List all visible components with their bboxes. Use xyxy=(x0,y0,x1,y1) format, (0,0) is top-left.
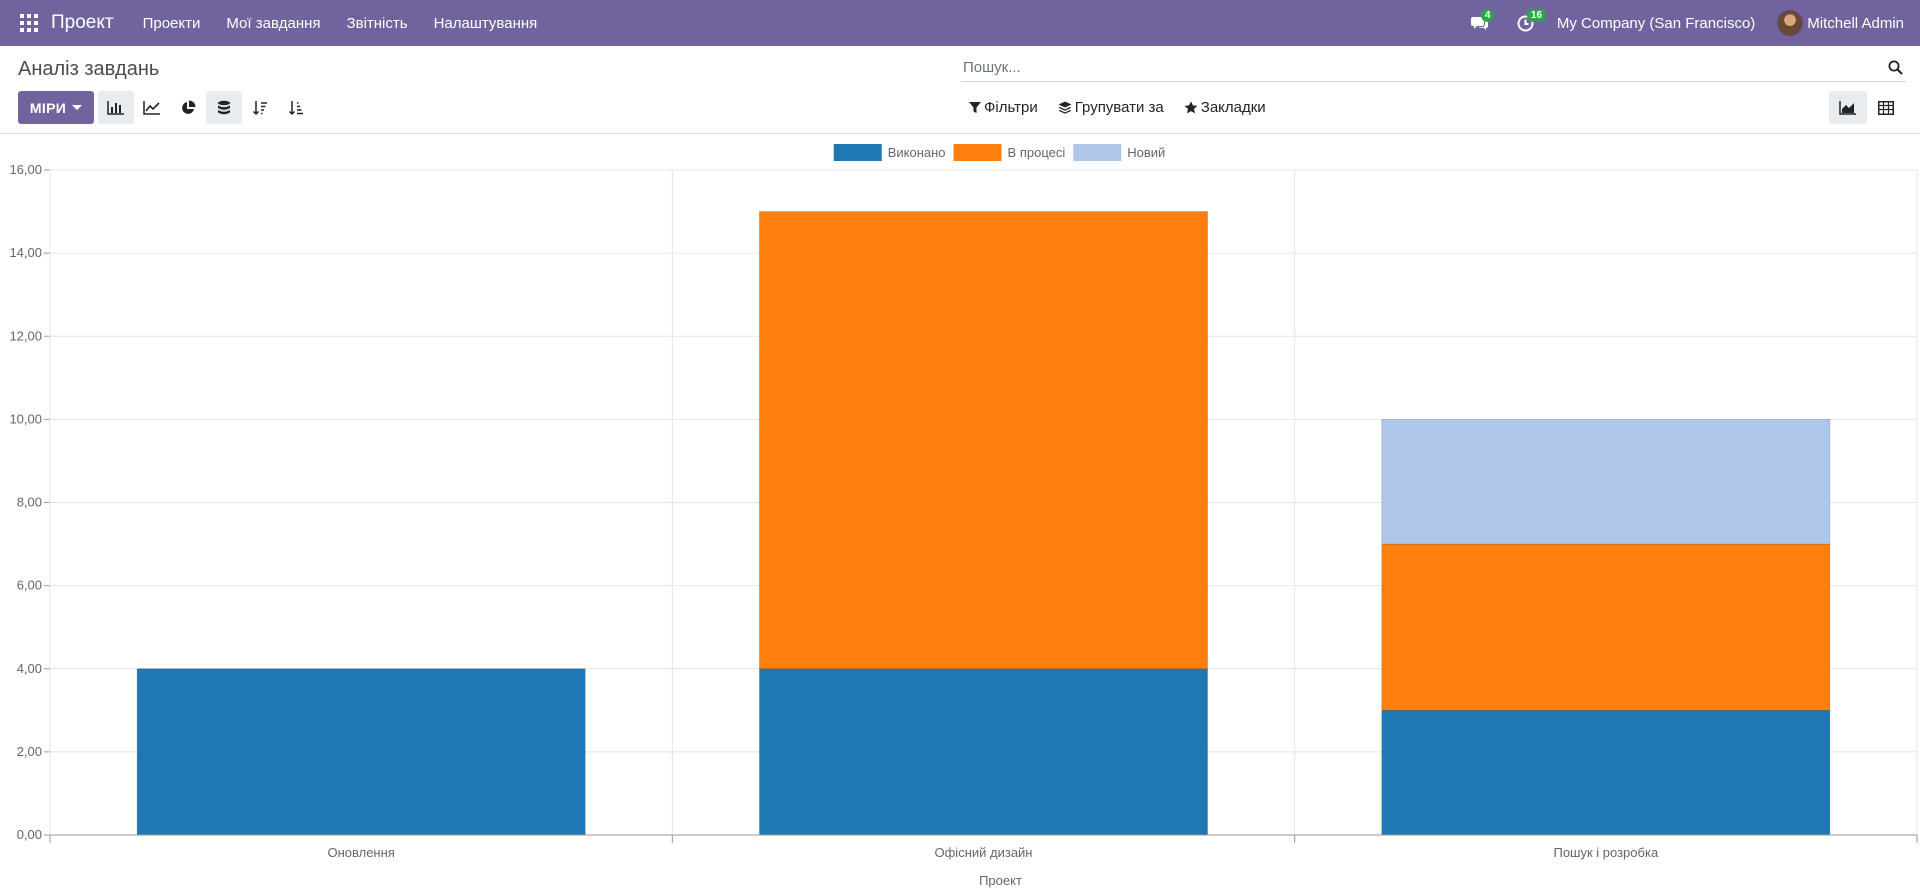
sort-ascending-button[interactable] xyxy=(278,91,314,124)
line-chart-icon xyxy=(143,101,160,115)
graph-container: 0,00 2,00 4,00 6,00 8,00 10,00 12,00 14,00 16,00… xyxy=(0,134,1920,889)
y-tick-label: 12,00 xyxy=(9,328,42,343)
favorites-label: Закладки xyxy=(1200,99,1266,116)
filters-button[interactable]: Фільтри xyxy=(969,99,1038,116)
sort-descending-button[interactable] xyxy=(242,91,278,124)
control-panel: Аналіз завдань МІРИ xyxy=(0,46,1920,134)
app-brand[interactable]: Проект xyxy=(51,12,114,33)
activity-menu[interactable]: 16 xyxy=(1511,8,1547,38)
y-tick-label: 14,00 xyxy=(9,245,42,260)
favorites-button[interactable]: Закладки xyxy=(1184,99,1266,116)
bar-segment xyxy=(136,668,586,836)
legend-label: Виконано xyxy=(888,145,946,160)
messages-counter-badge: 4 xyxy=(1480,9,1495,22)
user-name: Mitchell Admin xyxy=(1807,14,1904,32)
area-chart-icon xyxy=(1839,100,1856,115)
avatar xyxy=(1777,10,1804,36)
view-switcher xyxy=(1829,91,1905,124)
menu-item-my-tasks[interactable]: Мої завдання xyxy=(226,14,321,32)
stacked-icon xyxy=(218,100,230,114)
group-by-label: Групувати за xyxy=(1074,99,1164,116)
line-chart-button[interactable] xyxy=(134,91,170,124)
search-input[interactable] xyxy=(961,55,1884,80)
bar-chart-button[interactable] xyxy=(98,91,134,124)
legend-swatch xyxy=(833,144,882,161)
page-title: Аналіз завдань xyxy=(18,58,160,80)
table-icon xyxy=(1878,100,1894,115)
menu-item-configuration[interactable]: Налаштування xyxy=(433,14,538,32)
pie-chart-icon xyxy=(182,100,196,114)
graph-view-button[interactable] xyxy=(1829,91,1867,124)
legend-swatch xyxy=(953,144,1002,161)
star-icon xyxy=(1184,101,1198,114)
y-tick-label: 10,00 xyxy=(9,411,42,426)
search-options: Фільтри Групувати за Закладки xyxy=(969,91,1286,124)
systray: 4 16 My Company (San Francisco) Mitchell… xyxy=(1465,0,1920,46)
legend-label: Новий xyxy=(1127,145,1165,160)
apps-grid-icon[interactable] xyxy=(17,11,41,35)
x-axis-title: Проект xyxy=(979,873,1022,888)
y-tick-label: 8,00 xyxy=(17,495,42,510)
group-by-button[interactable]: Групувати за xyxy=(1058,99,1164,116)
legend-swatch xyxy=(1073,144,1122,161)
menu-item-reporting[interactable]: Звітність xyxy=(346,14,408,32)
y-tick-label: 2,00 xyxy=(17,744,42,759)
stacked-button[interactable] xyxy=(206,91,242,124)
bar-segment xyxy=(1381,710,1831,836)
clock-icon xyxy=(1517,15,1534,31)
menu-item-projects[interactable]: Проекти xyxy=(142,14,201,32)
measures-label: МІРИ xyxy=(29,99,67,116)
legend-label: В процесі xyxy=(1008,145,1066,160)
chart-mode-toolbar xyxy=(98,91,314,124)
y-tick-label: 6,00 xyxy=(17,578,42,593)
x-tick-label: Пошук і розробка xyxy=(1553,845,1658,860)
y-tick-label: 4,00 xyxy=(17,661,42,676)
bar-segment xyxy=(1381,543,1831,711)
caret-down-icon xyxy=(72,105,83,110)
measures-button[interactable]: МІРИ xyxy=(18,91,94,124)
pie-chart-button[interactable] xyxy=(170,91,206,124)
bar-segment xyxy=(1381,419,1831,545)
search-icon[interactable] xyxy=(1884,57,1906,79)
company-switcher[interactable]: My Company (San Francisco) xyxy=(1556,14,1756,32)
x-tick-label: Оновлення xyxy=(327,845,394,860)
filter-icon xyxy=(969,101,981,113)
sort-descending-icon xyxy=(252,100,267,115)
y-tick-label: 16,00 xyxy=(9,162,42,177)
sort-ascending-icon xyxy=(288,100,303,115)
user-menu[interactable]: Mitchell Admin xyxy=(1777,10,1904,36)
search-bar xyxy=(961,54,1906,82)
chat-icon xyxy=(1470,17,1488,30)
layers-icon xyxy=(1058,101,1072,114)
filters-label: Фільтри xyxy=(984,99,1038,116)
messaging-menu[interactable]: 4 xyxy=(1465,8,1495,38)
y-tick-label: 0,00 xyxy=(17,827,42,842)
stacked-bar-chart: 0,00 2,00 4,00 6,00 8,00 10,00 12,00 14,00 16,00… xyxy=(9,144,1918,888)
bar-segment xyxy=(759,211,1208,670)
activities-counter-badge: 16 xyxy=(1526,9,1547,22)
pivot-view-button[interactable] xyxy=(1867,91,1905,124)
bar-segment xyxy=(759,668,1208,836)
x-tick-label: Офісний дизайн xyxy=(935,845,1033,860)
bar-chart-icon xyxy=(107,101,124,115)
top-navbar: Проект Проекти Мої завдання Звітність На… xyxy=(0,0,1920,46)
